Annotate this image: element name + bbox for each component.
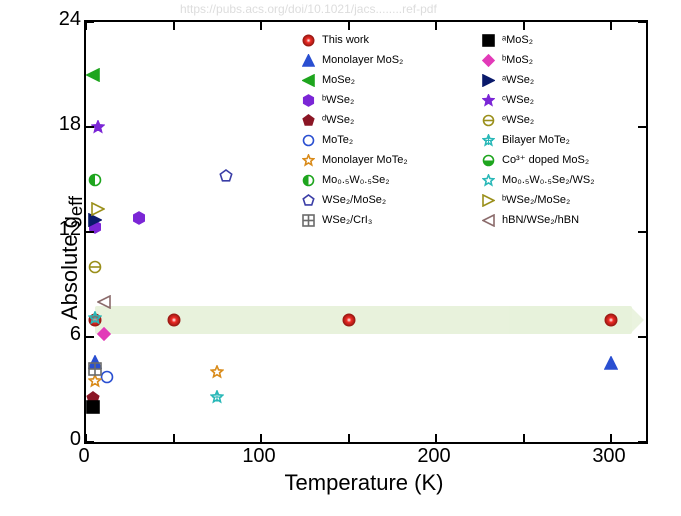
- legend-marker-b_wse2_mose2: [480, 192, 496, 208]
- legend-label-mono_mos2: Monolayer MoS₂: [322, 50, 403, 70]
- legend-marker-a_wse2: [480, 72, 496, 88]
- legend-item-b_wse2_mose2: ᵇWSe₂/MoSe₂: [480, 190, 595, 210]
- point-this_work: [342, 313, 356, 327]
- legend-label-hbn_wse2_hbn: hBN/WSe₂/hBN: [502, 210, 579, 230]
- legend-item-a_mos2: ᵃMoS₂: [480, 30, 595, 50]
- legend-marker-a_mos2: [480, 32, 496, 48]
- legend-label-this_work: This work: [322, 30, 369, 50]
- legend-item-mono_mote2: Monolayer MoTe₂: [300, 150, 408, 170]
- legend-item-mowse: Mo₀.₅W₀.₅Se₂: [300, 170, 408, 190]
- legend-marker-wse2_mose2: [300, 192, 316, 208]
- legend-marker-mono_mos2: [300, 52, 316, 68]
- legend-item-e_wse2: ᵉWSe₂: [480, 110, 595, 130]
- legend-label-wse2_mose2: WSe₂/MoSe₂: [322, 190, 386, 210]
- point-b_wse2: [132, 211, 146, 225]
- watermark: https://pubs.acs.org/doi/10.1021/jacs...…: [180, 2, 437, 16]
- chart-container: https://pubs.acs.org/doi/10.1021/jacs...…: [0, 0, 681, 516]
- legend-label-wse2_cri3: WSe₂/CrI₃: [322, 210, 372, 230]
- legend-marker-mows_ws2: [480, 172, 496, 188]
- x-axis-label: Temperature (K): [84, 470, 644, 496]
- point-mowse: [88, 173, 102, 187]
- legend-item-bi_mote2: Bilayer MoTe₂: [480, 130, 595, 150]
- legend-label-a_mos2: ᵃMoS₂: [502, 30, 533, 50]
- point-this_work: [604, 313, 618, 327]
- legend-item-this_work: This work: [300, 30, 408, 50]
- legend-item-c_wse2: ᶜWSe₂: [480, 90, 595, 110]
- legend-item-d_wse2: ᵈWSe₂: [300, 110, 408, 130]
- legend-label-bi_mote2: Bilayer MoTe₂: [502, 130, 570, 150]
- legend-marker-bi_mote2: [480, 132, 496, 148]
- point-wse2_cri3: [88, 362, 102, 376]
- legend-marker-mote2: [300, 132, 316, 148]
- legend-marker-b_mos2: [480, 52, 496, 68]
- legend-item-a_wse2: ᵃWSe₂: [480, 70, 595, 90]
- legend-col-left: This workMonolayer MoS₂ MoSe₂ᵇWSe₂ᵈWSe₂M…: [300, 30, 408, 230]
- legend-item-hbn_wse2_hbn: hBN/WSe₂/hBN: [480, 210, 595, 230]
- point-b_wse2_mose2: [91, 202, 105, 216]
- legend-label-e_wse2: ᵉWSe₂: [502, 110, 534, 130]
- point-wse2_mose2: [219, 169, 233, 183]
- y-axis-label: Absolute geff: [57, 196, 87, 320]
- point-mono_mos2: [604, 356, 618, 370]
- legend-marker-c_wse2: [480, 92, 496, 108]
- legend-label-mote2: MoTe₂: [322, 130, 353, 150]
- legend-item-co_mos2: Co³⁺ doped MoS₂: [480, 150, 595, 170]
- legend-marker-co_mos2: [480, 152, 496, 168]
- point-mono_mote2: [210, 365, 224, 379]
- legend-marker-d_wse2: [300, 112, 316, 128]
- legend-item-mono_mos2: Monolayer MoS₂: [300, 50, 408, 70]
- point-e_wse2: [88, 260, 102, 274]
- point-mote2: [100, 370, 114, 384]
- legend-label-mose2: MoSe₂: [322, 70, 355, 90]
- point-this_work: [167, 313, 181, 327]
- legend-item-mote2: MoTe₂: [300, 130, 408, 150]
- point-a_mos2: [86, 400, 100, 414]
- legend-item-wse2_mose2: WSe₂/MoSe₂: [300, 190, 408, 210]
- legend-label-b_wse2: ᵇWSe₂: [322, 90, 354, 110]
- point-mose2: [86, 68, 100, 82]
- point-hbn_wse2_hbn: [97, 295, 111, 309]
- legend-marker-wse2_cri3: [300, 212, 316, 228]
- legend-label-b_wse2_mose2: ᵇWSe₂/MoSe₂: [502, 190, 570, 210]
- legend-marker-e_wse2: [480, 112, 496, 128]
- legend-item-b_wse2: ᵇWSe₂: [300, 90, 408, 110]
- legend-label-b_mos2: ᵇMoS₂: [502, 50, 533, 70]
- legend-item-mose2: MoSe₂: [300, 70, 408, 90]
- legend-marker-mono_mote2: [300, 152, 316, 168]
- legend-marker-mowse: [300, 172, 316, 188]
- legend-marker-mose2: [300, 72, 316, 88]
- legend-item-wse2_cri3: WSe₂/CrI₃: [300, 210, 408, 230]
- legend-label-mowse: Mo₀.₅W₀.₅Se₂: [322, 170, 390, 190]
- legend-label-d_wse2: ᵈWSe₂: [322, 110, 354, 130]
- legend-label-mono_mote2: Monolayer MoTe₂: [322, 150, 408, 170]
- legend-label-mows_ws2: Mo₀.₅W₀.₅Se₂/WS₂: [502, 170, 595, 190]
- legend-marker-this_work: [300, 32, 316, 48]
- point-bi_mote2: [88, 311, 102, 325]
- legend-item-mows_ws2: Mo₀.₅W₀.₅Se₂/WS₂: [480, 170, 595, 190]
- legend-label-c_wse2: ᶜWSe₂: [502, 90, 534, 110]
- legend-label-a_wse2: ᵃWSe₂: [502, 70, 534, 90]
- point-b_mos2: [97, 327, 111, 341]
- legend-col-right: ᵃMoS₂ᵇMoS₂ᵃWSe₂ᶜWSe₂ᵉWSe₂Bilayer MoTe₂Co…: [480, 30, 595, 230]
- legend-marker-b_wse2: [300, 92, 316, 108]
- point-mono_mote2: [88, 374, 102, 388]
- legend-marker-hbn_wse2_hbn: [480, 212, 496, 228]
- point-bi_mote2: [210, 390, 224, 404]
- legend-item-b_mos2: ᵇMoS₂: [480, 50, 595, 70]
- legend-label-co_mos2: Co³⁺ doped MoS₂: [502, 150, 589, 170]
